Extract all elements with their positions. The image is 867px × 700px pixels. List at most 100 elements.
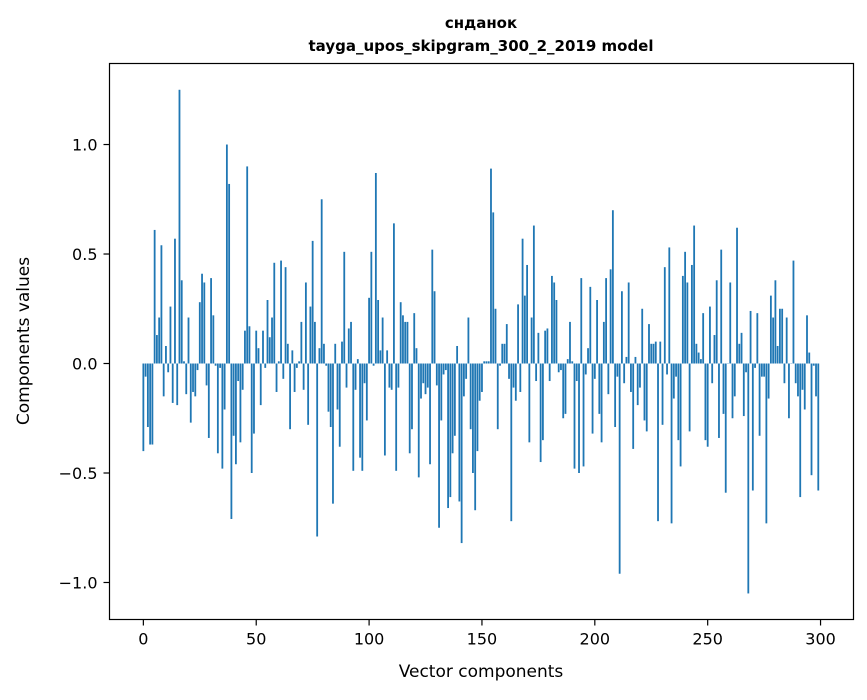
bar-component-212 xyxy=(621,291,623,363)
bar-component-37 xyxy=(226,145,228,364)
bar-component-46 xyxy=(246,166,248,363)
bar-component-292 xyxy=(802,364,804,390)
bar-component-144 xyxy=(468,318,470,364)
bar-component-102 xyxy=(373,364,375,366)
bar-component-28 xyxy=(206,364,208,386)
bar-component-21 xyxy=(190,364,192,423)
bar-component-184 xyxy=(558,364,560,373)
bar-component-52 xyxy=(260,364,262,406)
bar-component-190 xyxy=(571,361,573,363)
bar-component-298 xyxy=(815,364,817,397)
bar-component-91 xyxy=(348,328,350,363)
bar-component-138 xyxy=(454,364,456,436)
bar-component-271 xyxy=(754,364,756,368)
bar-component-171 xyxy=(528,364,530,443)
bar-component-236 xyxy=(675,364,677,377)
bar-component-55 xyxy=(267,300,269,364)
bar-component-53 xyxy=(262,331,264,364)
bar-component-54 xyxy=(264,364,266,368)
bar-component-39 xyxy=(230,364,232,519)
bar-component-30 xyxy=(210,278,212,363)
bar-component-268 xyxy=(747,364,749,594)
bar-component-258 xyxy=(725,364,727,493)
bar-component-249 xyxy=(705,364,707,441)
bar-component-180 xyxy=(549,364,551,382)
bar-component-234 xyxy=(671,364,673,524)
bar-component-161 xyxy=(506,324,508,363)
bar-component-276 xyxy=(765,364,767,524)
bar-component-151 xyxy=(483,361,485,363)
y-axis-ticks: 1.00.50.0−0.5−1.0 xyxy=(59,136,110,593)
bar-component-18 xyxy=(183,361,185,363)
bar-component-49 xyxy=(253,364,255,434)
bar-component-239 xyxy=(682,276,684,364)
bar-component-281 xyxy=(777,346,779,364)
bar-component-59 xyxy=(276,364,278,392)
chart-title-line-2: tayga_upos_skipgram_300_2_2019 model xyxy=(309,37,654,55)
bar-component-211 xyxy=(619,364,621,574)
bar-component-14 xyxy=(174,239,176,364)
bar-component-8 xyxy=(161,245,163,363)
bar-component-170 xyxy=(526,265,528,364)
bar-component-149 xyxy=(479,364,481,401)
bar-component-181 xyxy=(551,276,553,364)
chart-title-line-1: сндaнок xyxy=(445,14,517,32)
bar-component-279 xyxy=(772,318,774,364)
bar-component-142 xyxy=(463,364,465,397)
bar-component-25 xyxy=(199,302,201,363)
bar-component-38 xyxy=(228,184,230,364)
bar-component-157 xyxy=(497,364,499,430)
bar-component-231 xyxy=(664,267,666,363)
bar-component-20 xyxy=(188,318,190,364)
bar-component-220 xyxy=(639,364,641,388)
bar-component-87 xyxy=(339,364,341,447)
bar-component-84 xyxy=(332,364,334,504)
bar-component-195 xyxy=(583,364,585,467)
bar-component-251 xyxy=(709,307,711,364)
bar-component-92 xyxy=(350,322,352,364)
bar-component-111 xyxy=(393,223,395,363)
bar-component-97 xyxy=(361,364,363,471)
bar-component-228 xyxy=(657,364,659,522)
bar-component-126 xyxy=(427,364,429,388)
bar-component-147 xyxy=(474,364,476,511)
bar-component-44 xyxy=(242,364,244,390)
bar-component-191 xyxy=(574,364,576,469)
bar-component-241 xyxy=(686,282,688,363)
bar-component-166 xyxy=(517,304,519,363)
bar-component-156 xyxy=(495,309,497,364)
bar-component-175 xyxy=(537,333,539,364)
bar-component-104 xyxy=(377,300,379,364)
bar-component-285 xyxy=(786,318,788,364)
bar-component-159 xyxy=(501,344,503,364)
bar-component-27 xyxy=(203,282,205,363)
bar-component-83 xyxy=(330,364,332,428)
bar-component-274 xyxy=(761,364,763,377)
bar-component-186 xyxy=(562,364,564,419)
bar-component-31 xyxy=(212,315,214,363)
bar-component-145 xyxy=(470,364,472,430)
bar-component-16 xyxy=(179,90,181,364)
bar-component-174 xyxy=(535,364,537,382)
bars-group xyxy=(142,90,819,594)
bar-component-134 xyxy=(445,364,447,371)
bar-component-130 xyxy=(436,364,438,386)
bar-component-217 xyxy=(632,364,634,449)
bar-component-45 xyxy=(244,331,246,364)
bar-component-29 xyxy=(208,364,210,438)
bar-component-113 xyxy=(398,364,400,388)
bar-component-119 xyxy=(411,364,413,430)
bar-component-90 xyxy=(346,364,348,388)
bar-component-189 xyxy=(569,322,571,364)
bar-component-141 xyxy=(461,364,463,544)
bar-component-89 xyxy=(343,252,345,364)
bar-component-232 xyxy=(666,364,668,375)
bar-component-132 xyxy=(440,364,442,421)
bar-component-242 xyxy=(689,364,691,432)
bar-component-131 xyxy=(438,364,440,528)
bar-component-5 xyxy=(154,230,156,364)
bar-component-262 xyxy=(734,364,736,397)
bar-component-94 xyxy=(355,364,357,390)
bar-component-214 xyxy=(626,357,628,364)
bar-component-243 xyxy=(691,265,693,364)
